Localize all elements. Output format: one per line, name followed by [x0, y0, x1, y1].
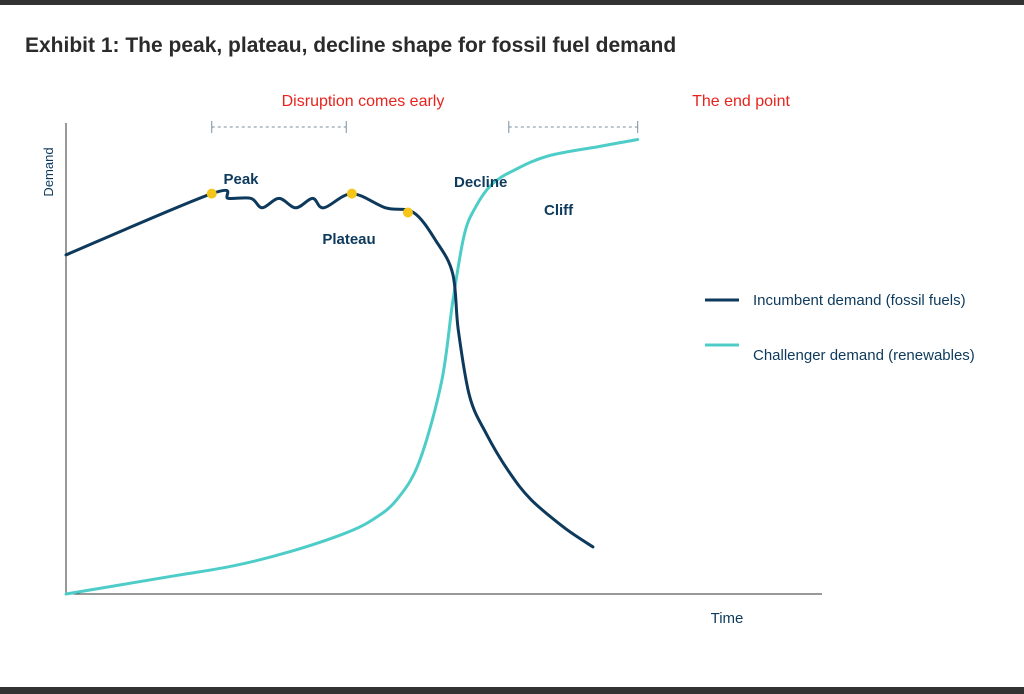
- marker-cliff: [402, 207, 413, 218]
- bottom-rule: [0, 687, 1024, 694]
- legend-label-challenger: Challenger demand (renewables): [753, 347, 975, 364]
- bracket-disruption: [211, 121, 347, 133]
- exhibit-title: Exhibit 1: The peak, plateau, decline sh…: [25, 34, 677, 57]
- x-axis-label: Time: [711, 610, 744, 627]
- top-rule: [0, 0, 1024, 5]
- label-peak: Peak: [223, 171, 259, 188]
- label-decline: Decline: [454, 174, 507, 191]
- marker-decline: [346, 188, 357, 199]
- label-plateau: Plateau: [322, 231, 375, 248]
- legend-label-incumbent: Incumbent demand (fossil fuels): [753, 292, 966, 309]
- series-line-challenger: [64, 138, 640, 596]
- series-line-incumbent: [64, 188, 595, 549]
- bracket-end-point: [508, 121, 639, 133]
- marker-peak: [206, 188, 217, 199]
- legend: Incumbent demand (fossil fuels) Challeng…: [705, 292, 975, 364]
- annotation-disruption-comes-early: Disruption comes early: [282, 93, 445, 110]
- label-cliff: Cliff: [544, 202, 574, 219]
- y-axis-label: Demand: [41, 147, 56, 196]
- annotation-end-point: The end point: [692, 93, 790, 110]
